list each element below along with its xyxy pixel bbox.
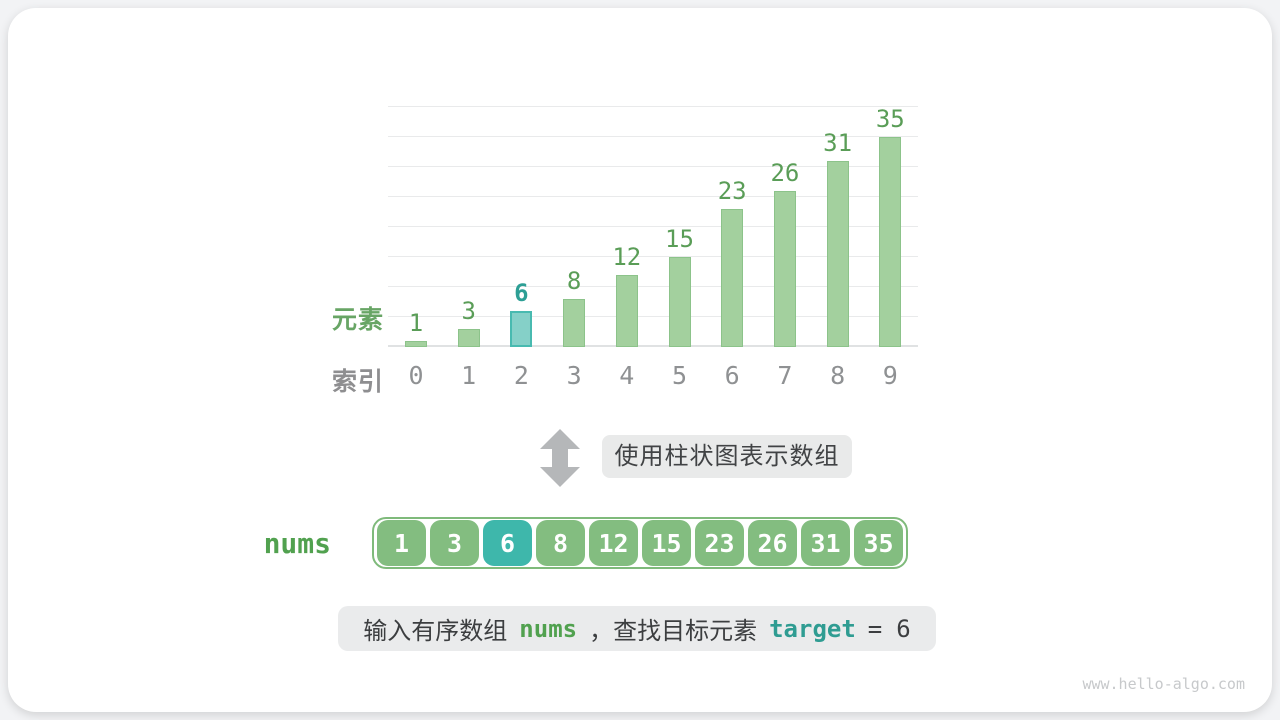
bar [721,209,744,347]
x-tick-label: 3 [566,361,582,390]
x-tick-label: 5 [671,361,688,390]
array-cell-highlighted: 6 [483,520,532,566]
array-cell: 15 [642,520,691,566]
caption-text: ，查找目标元素 [589,618,758,645]
array-cell: 26 [748,520,797,566]
bar-value-label: 1 [408,309,424,337]
gridline [388,166,918,167]
chart-x-axis-label: 索引 [331,368,384,396]
bar [457,329,480,347]
array-cell: 31 [801,520,850,566]
bar-value-label: 15 [665,225,694,253]
x-axis-baseline [388,345,918,347]
x-tick-label: 4 [619,361,635,390]
bar-value-label: 8 [566,267,582,295]
x-tick-label: 1 [461,361,477,390]
caption-text: 输入有序数组 [363,618,508,645]
nums-array: 1 3 6 8 12 15 23 26 31 35 [372,517,908,569]
bar-value-label: 31 [823,129,853,157]
bar-value-label: 6 [514,279,529,307]
array-cell: 35 [854,520,903,566]
gridline [388,256,918,257]
gridline [388,286,918,287]
bar [826,161,849,347]
array-cell: 8 [536,520,585,566]
caption-target-value: 6 [896,614,911,643]
bar-value-label: 23 [717,177,747,205]
caption-code-target: target [769,614,856,643]
gridline [388,316,918,317]
array-cell: 12 [589,520,638,566]
x-tick-label: 7 [777,361,793,390]
gridline [388,196,918,197]
chart-y-axis-label: 元素 [331,306,384,334]
bar [615,275,638,347]
bar-value-label: 26 [770,159,800,187]
figure-caption: 输入有序数组 nums ，查找目标元素 target = 6 [338,606,936,651]
bar-value-label: 3 [461,297,476,325]
up-down-arrow-icon [540,429,580,487]
array-cell: 3 [430,520,479,566]
chart-plot-area: 1 3 6 8 12 15 23 26 31 35 [388,95,918,347]
gridline [388,226,918,227]
bar [563,299,586,347]
watermark: www.hello-algo.com [1082,675,1245,693]
array-name-label: nums [263,527,331,560]
gridline [388,106,918,107]
x-tick-label: 9 [882,361,898,390]
bar [773,191,796,347]
array-cell: 1 [377,520,426,566]
bar [405,341,427,347]
transform-caption: 使用柱状图表示数组 [602,435,852,478]
array-cell: 23 [695,520,744,566]
caption-code-nums: nums [519,614,578,643]
gridline [388,136,918,137]
bar [668,257,691,347]
bar-highlighted [510,311,533,347]
caption-operator: = [867,614,883,643]
x-tick-label: 8 [830,361,846,390]
x-tick-label: 6 [724,361,740,390]
x-tick-label: 2 [513,361,529,390]
bar-value-label: 35 [875,105,905,133]
x-tick-label: 0 [408,361,424,390]
bar [879,137,902,347]
bar-value-label: 12 [612,243,642,271]
